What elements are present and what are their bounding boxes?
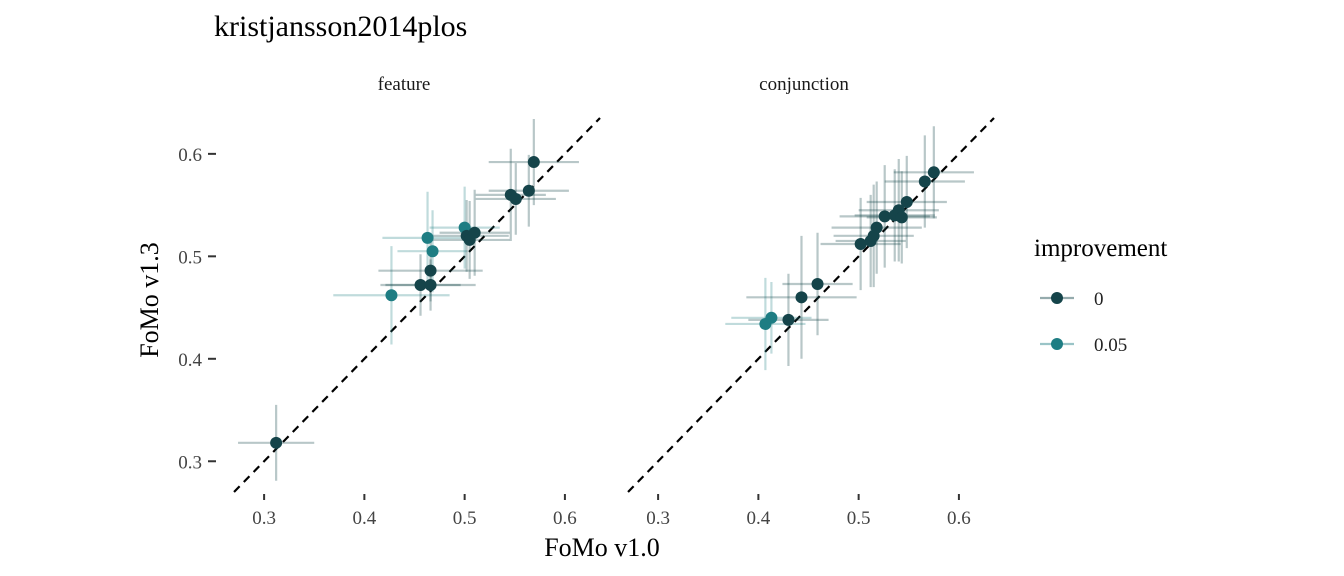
x-tick-label-0-2: 0.5 bbox=[453, 508, 477, 529]
point-feature-6 bbox=[421, 231, 434, 244]
point-feature-13 bbox=[522, 184, 535, 197]
legend-label-0: 0 bbox=[1094, 289, 1104, 310]
chart-title: kristjansson2014plos bbox=[214, 10, 468, 43]
legend-key-point-0 bbox=[1051, 292, 1063, 304]
legend-title: improvement bbox=[1034, 235, 1167, 262]
x-tick-label-1-0: 0.3 bbox=[646, 508, 670, 529]
point-feature-14 bbox=[527, 156, 540, 169]
point-conjunction-14 bbox=[918, 175, 931, 188]
point-conjunction-12 bbox=[895, 211, 908, 224]
x-tick-label-1-2: 0.5 bbox=[847, 508, 871, 529]
facet-label-conjunction: conjunction bbox=[759, 74, 849, 95]
point-feature-3 bbox=[424, 279, 437, 292]
legend-key-point-1 bbox=[1051, 338, 1063, 350]
identity-line-feature bbox=[233, 117, 601, 493]
x-axis-label: FoMo v1.0 bbox=[544, 533, 660, 562]
y-tick-label-0: 0.3 bbox=[178, 452, 202, 473]
point-conjunction-4 bbox=[811, 277, 824, 290]
x-tick-label-0-3: 0.6 bbox=[553, 508, 577, 529]
point-conjunction-2 bbox=[782, 313, 795, 326]
point-feature-0 bbox=[270, 436, 283, 449]
point-conjunction-5 bbox=[854, 238, 867, 251]
point-conjunction-13 bbox=[900, 196, 913, 209]
point-conjunction-3 bbox=[795, 291, 808, 304]
identity-line-conjunction bbox=[627, 117, 995, 493]
point-conjunction-1 bbox=[765, 311, 778, 324]
x-tick-label-0-0: 0.3 bbox=[252, 508, 276, 529]
y-axis-label: FoMo v1.3 bbox=[135, 242, 164, 358]
point-conjunction-8 bbox=[870, 221, 883, 234]
point-feature-10 bbox=[468, 226, 481, 239]
y-tick-label-3: 0.6 bbox=[178, 145, 202, 166]
y-tick-label-2: 0.5 bbox=[178, 247, 202, 268]
y-tick-label-1: 0.4 bbox=[178, 350, 202, 371]
point-feature-2 bbox=[414, 279, 427, 292]
point-feature-12 bbox=[509, 192, 522, 205]
point-feature-5 bbox=[426, 245, 439, 258]
point-conjunction-9 bbox=[878, 210, 891, 223]
legend-label-1: 0.05 bbox=[1094, 335, 1127, 356]
x-tick-label-0-1: 0.4 bbox=[352, 508, 376, 529]
x-tick-label-1-1: 0.4 bbox=[746, 508, 770, 529]
point-conjunction-15 bbox=[927, 166, 940, 179]
facet-label-feature: feature bbox=[378, 74, 431, 95]
point-feature-4 bbox=[424, 264, 437, 277]
point-feature-1 bbox=[385, 289, 398, 302]
x-tick-label-1-3: 0.6 bbox=[947, 508, 971, 529]
